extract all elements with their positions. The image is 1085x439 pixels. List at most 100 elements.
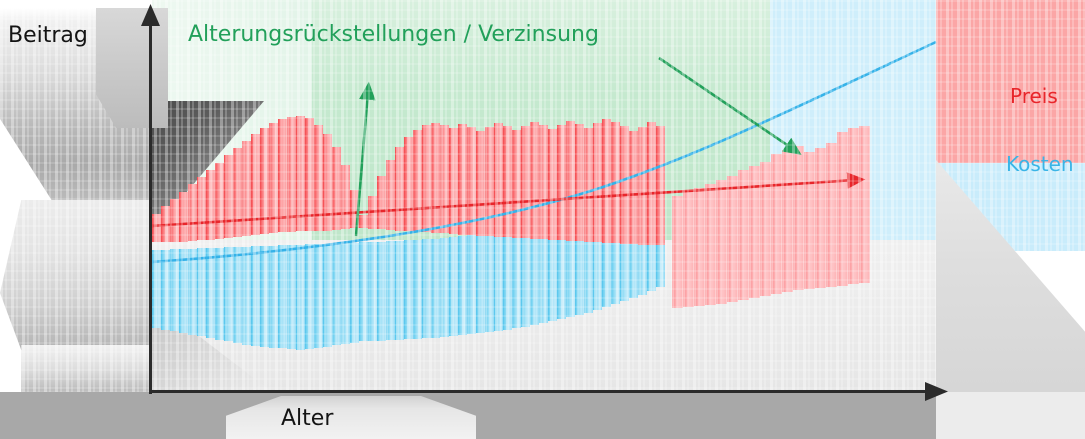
kosten-bar <box>638 196 647 295</box>
kosten-bar <box>566 218 575 317</box>
kosten-curve <box>151 40 937 264</box>
preis-bar-right <box>837 132 848 286</box>
preis-bar <box>377 176 386 229</box>
preis-bar <box>647 122 656 245</box>
preis-bar <box>179 192 188 242</box>
preis-bar <box>602 119 611 243</box>
preis-bar-right <box>804 152 815 289</box>
kosten-bar <box>467 235 476 334</box>
y-axis-label: Beitrag <box>8 23 88 48</box>
x-axis-arrowhead <box>925 382 948 401</box>
preis-bar-right <box>672 196 683 308</box>
preis-bar <box>305 118 314 231</box>
kosten-bar <box>494 232 503 331</box>
kosten-bar <box>197 248 206 336</box>
kosten-bar <box>170 249 179 331</box>
kosten-bar <box>539 224 548 323</box>
kosten-bar <box>386 241 395 340</box>
preis-bar-right <box>815 148 826 288</box>
kosten-bar <box>530 226 539 325</box>
kosten-bar <box>503 231 512 330</box>
preis-bar <box>188 184 197 241</box>
kosten-bar <box>323 244 332 347</box>
kosten-bar <box>404 240 413 339</box>
kosten-bar <box>512 229 521 328</box>
kosten-bar <box>602 208 611 307</box>
preis-bar <box>233 148 242 237</box>
preis-bar <box>620 126 629 244</box>
preis-bar <box>224 155 233 238</box>
preis-bar-right <box>738 170 749 300</box>
preis-bar <box>242 141 251 236</box>
preis-bar <box>206 170 215 240</box>
preis-bar <box>260 128 269 234</box>
y-axis <box>149 18 152 394</box>
preis-bar <box>215 163 224 239</box>
preis-bar <box>539 125 548 239</box>
preis-bar-right <box>826 143 837 287</box>
preis-band <box>936 0 1085 163</box>
preis-bar <box>152 214 161 242</box>
preis-bar <box>287 117 296 232</box>
preis-bar-right <box>694 188 705 306</box>
preis-bar-right <box>727 176 738 302</box>
kosten-bar <box>179 249 188 333</box>
kosten-bar <box>332 243 341 345</box>
kosten-bar <box>521 228 530 327</box>
preis-bar <box>485 127 494 236</box>
preis-bar <box>269 123 278 233</box>
kosten-bar <box>431 239 440 338</box>
kosten-bar <box>224 247 233 341</box>
kosten-bar <box>251 246 260 346</box>
preis-bar-right <box>705 184 716 305</box>
preis-bar <box>251 134 260 235</box>
x-axis-label: Alter <box>281 406 334 431</box>
kosten-bar <box>206 248 215 338</box>
kosten-bar <box>269 246 278 348</box>
preis-bar-right <box>760 162 771 296</box>
preis-bar <box>521 126 530 238</box>
preis-bar <box>638 127 647 245</box>
preis-bar <box>395 147 404 231</box>
kosten-bar <box>359 242 368 341</box>
preis-bar <box>332 147 341 230</box>
preis-bar <box>557 125 566 240</box>
kosten-bar <box>161 250 170 330</box>
kosten-bar <box>557 220 566 319</box>
preis-bar <box>530 122 539 239</box>
preis-bar-right <box>848 128 859 284</box>
preis-bar <box>386 160 395 230</box>
kosten-bar <box>152 250 161 328</box>
kosten-bar <box>440 238 449 337</box>
preis-bar <box>503 126 512 237</box>
kosten-bar <box>629 199 638 298</box>
kosten-bar <box>278 245 287 348</box>
preis-bar <box>629 131 638 244</box>
reserve-depletion-arrow <box>658 56 802 155</box>
kosten-bar <box>584 214 593 313</box>
preis-bar <box>359 215 368 228</box>
preis-bar <box>404 137 413 231</box>
preis-bar <box>575 124 584 241</box>
kosten-bar <box>350 243 359 343</box>
kosten-bar <box>242 247 251 345</box>
preis-bar <box>458 124 467 235</box>
y-axis-arrowhead <box>141 4 160 26</box>
kosten-bar <box>377 242 386 341</box>
kosten-bar <box>368 242 377 341</box>
kosten-bar <box>215 248 224 340</box>
preis-bar <box>593 123 602 242</box>
preis-bar-right <box>749 166 760 298</box>
preis-bar <box>350 190 359 228</box>
kosten-bar <box>476 234 485 333</box>
preis-bar <box>197 177 206 240</box>
preis-bar <box>584 128 593 242</box>
preis-bar-right <box>716 180 727 304</box>
preis-bar-right <box>782 150 793 292</box>
preis-bar <box>512 130 521 238</box>
preis-bar <box>566 121 575 241</box>
preis-line <box>151 172 866 228</box>
